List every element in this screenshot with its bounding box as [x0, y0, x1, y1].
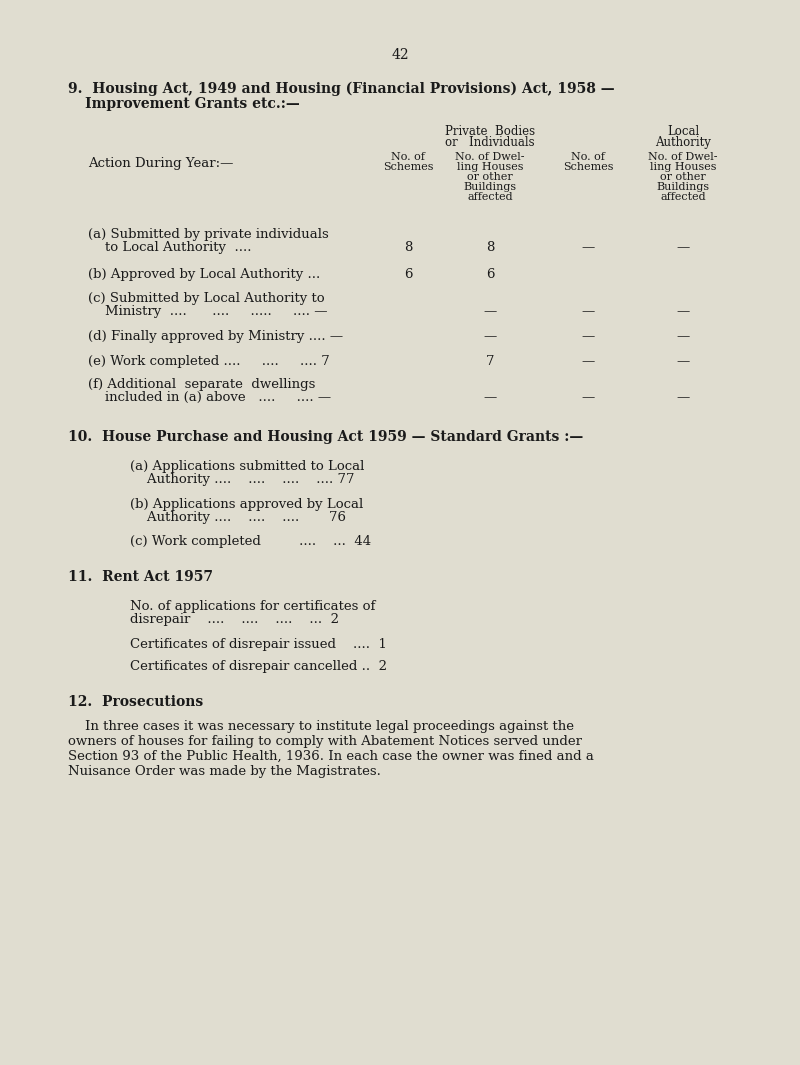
Text: (b) Applications approved by Local: (b) Applications approved by Local [130, 498, 363, 511]
Text: —: — [676, 391, 690, 404]
Text: 8: 8 [486, 241, 494, 253]
Text: (e) Work completed ....     ....     .... 7: (e) Work completed .... .... .... 7 [88, 355, 330, 368]
Text: (c) Submitted by Local Authority to: (c) Submitted by Local Authority to [88, 292, 325, 305]
Text: No. of applications for certificates of: No. of applications for certificates of [130, 600, 375, 613]
Text: 7: 7 [486, 355, 494, 368]
Text: 11.  Rent Act 1957: 11. Rent Act 1957 [68, 570, 213, 584]
Text: 12.  Prosecutions: 12. Prosecutions [68, 695, 203, 709]
Text: —: — [582, 355, 594, 368]
Text: 6: 6 [486, 268, 494, 281]
Text: (f) Additional  separate  dwellings: (f) Additional separate dwellings [88, 378, 315, 391]
Text: (a) Submitted by private individuals: (a) Submitted by private individuals [88, 228, 329, 241]
Text: —: — [582, 330, 594, 343]
Text: Schemes: Schemes [382, 162, 434, 173]
Text: Buildings: Buildings [657, 182, 710, 192]
Text: Authority ....    ....    ....       76: Authority .... .... .... 76 [130, 511, 346, 524]
Text: (a) Applications submitted to Local: (a) Applications submitted to Local [130, 460, 364, 473]
Text: ling Houses: ling Houses [650, 162, 716, 173]
Text: Authority: Authority [655, 136, 711, 149]
Text: —: — [582, 241, 594, 253]
Text: affected: affected [660, 192, 706, 202]
Text: In three cases it was necessary to institute legal proceedings against the: In three cases it was necessary to insti… [68, 720, 574, 733]
Text: owners of houses for failing to comply with Abatement Notices served under: owners of houses for failing to comply w… [68, 735, 582, 748]
Text: —: — [582, 391, 594, 404]
Text: Nuisance Order was made by the Magistrates.: Nuisance Order was made by the Magistrat… [68, 765, 381, 779]
Text: No. of Dwel-: No. of Dwel- [455, 152, 525, 162]
Text: —: — [483, 305, 497, 318]
Text: Section 93 of the Public Health, 1936. In each case the owner was fined and a: Section 93 of the Public Health, 1936. I… [68, 750, 594, 763]
Text: Local: Local [667, 125, 699, 138]
Text: affected: affected [467, 192, 513, 202]
Text: No. of Dwel-: No. of Dwel- [648, 152, 718, 162]
Text: 9.  Housing Act, 1949 and Housing (Financial Provisions) Act, 1958 —: 9. Housing Act, 1949 and Housing (Financ… [68, 82, 614, 97]
Text: (d) Finally approved by Ministry .... —: (d) Finally approved by Ministry .... — [88, 330, 343, 343]
Text: Ministry  ....      ....     .....     .... —: Ministry .... .... ..... .... — [88, 305, 327, 318]
Text: 42: 42 [391, 48, 409, 62]
Text: Buildings: Buildings [463, 182, 517, 192]
Text: or other: or other [660, 173, 706, 182]
Text: No. of: No. of [571, 152, 605, 162]
Text: 8: 8 [404, 241, 412, 253]
Text: Certificates of disrepair issued    ....  1: Certificates of disrepair issued .... 1 [130, 638, 387, 651]
Text: —: — [582, 305, 594, 318]
Text: disrepair    ....    ....    ....    ...  2: disrepair .... .... .... ... 2 [130, 613, 339, 626]
Text: —: — [483, 330, 497, 343]
Text: —: — [483, 391, 497, 404]
Text: —: — [676, 355, 690, 368]
Text: —: — [676, 330, 690, 343]
Text: (c) Work completed         ....    ...  44: (c) Work completed .... ... 44 [130, 535, 371, 548]
Text: Improvement Grants etc.:—: Improvement Grants etc.:— [85, 97, 300, 111]
Text: —: — [676, 305, 690, 318]
Text: or   Individuals: or Individuals [445, 136, 535, 149]
Text: 6: 6 [404, 268, 412, 281]
Text: Schemes: Schemes [562, 162, 614, 173]
Text: —: — [676, 241, 690, 253]
Text: Certificates of disrepair cancelled ..  2: Certificates of disrepair cancelled .. 2 [130, 660, 387, 673]
Text: to Local Authority  ....: to Local Authority .... [88, 241, 251, 253]
Text: or other: or other [467, 173, 513, 182]
Text: (b) Approved by Local Authority ...: (b) Approved by Local Authority ... [88, 268, 329, 281]
Text: Private  Bodies: Private Bodies [445, 125, 535, 138]
Text: ling Houses: ling Houses [457, 162, 523, 173]
Text: Action During Year:—: Action During Year:— [88, 157, 234, 170]
Text: Authority ....    ....    ....    .... 77: Authority .... .... .... .... 77 [130, 473, 354, 486]
Text: 10.  House Purchase and Housing Act 1959 — Standard Grants :—: 10. House Purchase and Housing Act 1959 … [68, 430, 583, 444]
Text: No. of: No. of [391, 152, 425, 162]
Text: included in (a) above   ....     .... —: included in (a) above .... .... — [88, 391, 331, 404]
